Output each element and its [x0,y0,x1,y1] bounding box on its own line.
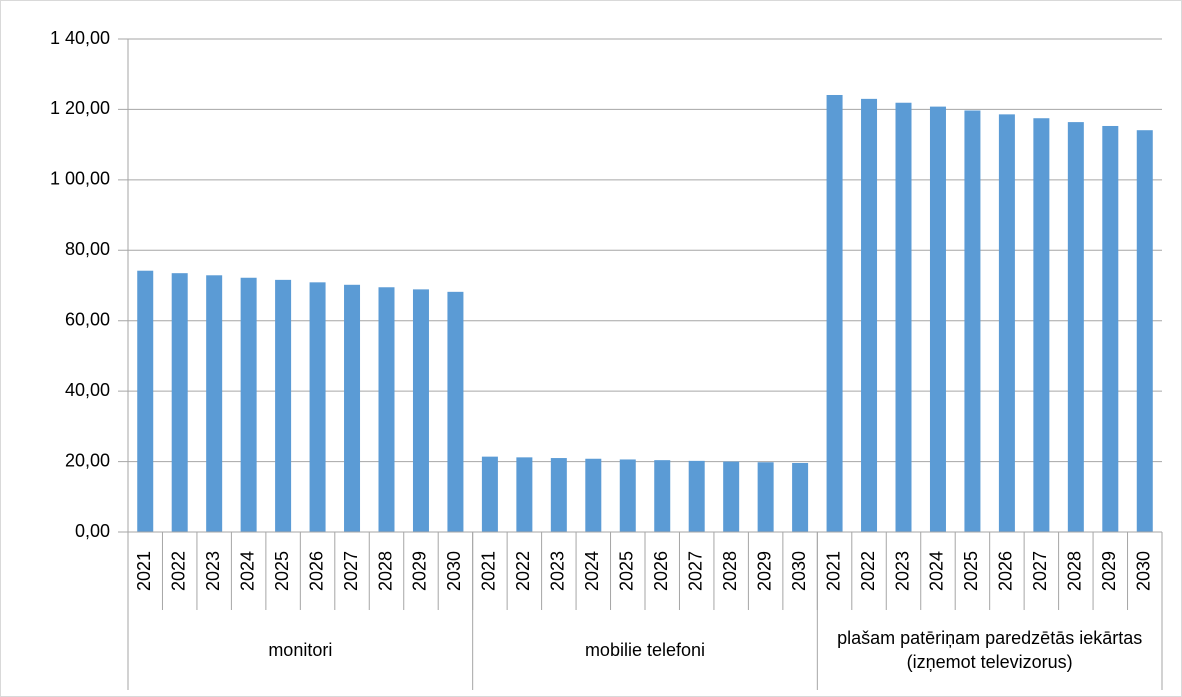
x-tick-label: 2021 [823,551,843,591]
bar [344,284,361,532]
x-tick-label: 2027 [341,551,361,591]
x-tick-label: 2028 [720,551,740,591]
y-tick-label: 60,00 [65,309,110,329]
x-tick-label: 2030 [444,551,464,591]
x-tick-label: 2024 [927,551,947,591]
x-tick-label: 2021 [479,551,499,591]
x-tick-label: 2028 [375,551,395,591]
x-tick-label: 2023 [892,551,912,591]
bar [516,457,533,532]
bar [619,459,636,532]
x-tick-label: 2023 [203,551,223,591]
x-tick-label: 2023 [548,551,568,591]
bar [757,462,774,532]
group-label: monitori [268,640,333,660]
bar [240,277,257,532]
bar [447,291,464,532]
y-tick-label: 40,00 [65,380,110,400]
bar [1067,122,1084,532]
bar [895,102,912,532]
y-tick-label: 20,00 [65,450,110,470]
x-tick-label: 2024 [237,551,257,591]
bar [1033,118,1050,532]
x-tick-label: 2022 [513,551,533,591]
bar [206,275,223,532]
x-tick-label: 2022 [858,551,878,591]
x-tick-label: 2025 [617,551,637,591]
bar [929,106,946,533]
y-tick-label: 1 00,00 [50,169,110,189]
bar [412,289,429,532]
y-tick-label: 80,00 [65,239,110,259]
bar [585,458,602,532]
x-tick-label: 2028 [1065,551,1085,591]
bar [550,458,567,532]
bar [309,282,326,532]
bar [998,114,1015,532]
bar [654,460,671,532]
x-tick-label: 2026 [306,551,326,591]
x-tick-label: 2026 [996,551,1016,591]
group-label: mobilie telefoni [584,640,706,660]
bar [137,270,154,532]
bar [171,273,188,532]
bar [826,94,843,532]
x-tick-label: 2030 [789,551,809,591]
bar [378,287,395,532]
x-tick-label: 2029 [754,551,774,591]
bar [964,110,981,533]
x-tick-label: 2026 [651,551,671,591]
bar [723,461,740,532]
x-tick-label: 2027 [1030,551,1050,591]
bar [481,456,498,532]
bar [861,98,878,532]
x-tick-label: 2029 [1099,551,1119,591]
bar [1102,125,1119,533]
x-tick-label: 2029 [410,551,430,591]
x-tick-label: 2025 [272,551,292,591]
x-tick-label: 2021 [134,551,154,591]
bar [688,460,705,532]
x-tick-label: 2030 [1134,551,1154,591]
bar [275,279,292,532]
x-tick-label: 2027 [685,551,705,591]
y-tick-label: 1 40,00 [50,28,110,48]
y-tick-label: 1 20,00 [50,98,110,118]
bar [1136,130,1153,532]
bar [792,462,809,532]
group-label: plašam patēriņam paredzētās iekārtas (iz… [837,628,1143,672]
x-tick-label: 2024 [582,551,602,591]
y-tick-label: 0,00 [75,521,110,541]
x-tick-label: 2025 [961,551,981,591]
x-tick-label: 2022 [168,551,188,591]
